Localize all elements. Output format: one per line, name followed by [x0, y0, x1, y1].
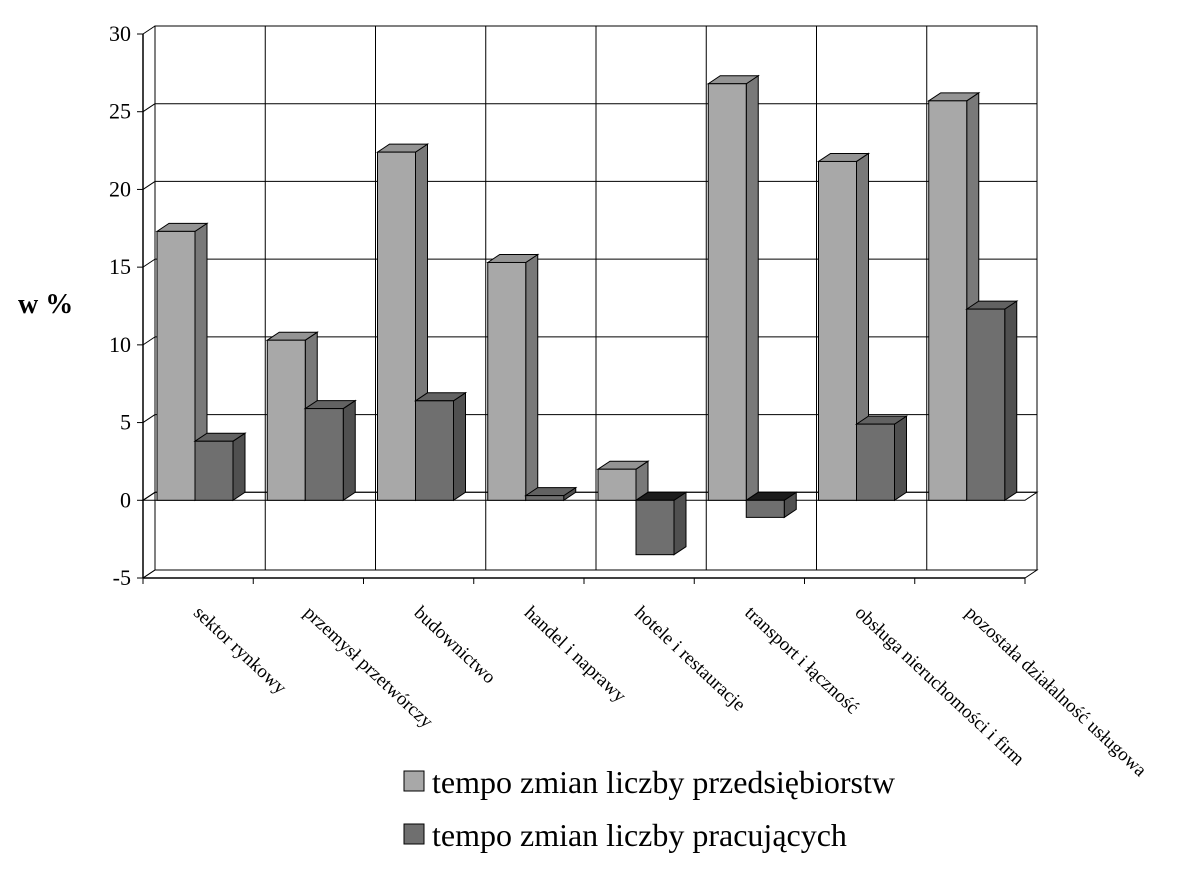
- y-tick-label: 15: [109, 254, 131, 279]
- gridline-depth: [142, 25, 156, 35]
- gridline-depth: [142, 181, 156, 190]
- bar: [266, 339, 306, 501]
- bar: [194, 440, 234, 501]
- bar: [597, 468, 637, 501]
- bar: [487, 261, 527, 501]
- bar-side: [745, 74, 759, 502]
- gridline-depth: [142, 414, 156, 423]
- y-axis: -5 0 5 10 15 20 25 30: [109, 21, 144, 590]
- bar-side: [453, 391, 466, 502]
- bar: [304, 408, 344, 501]
- bar-side: [232, 432, 246, 502]
- x-category-label: budownictwo: [410, 602, 500, 688]
- y-tick-label: 25: [109, 99, 131, 124]
- bar: [818, 160, 857, 501]
- x-category-label: hotele i restauracje: [630, 602, 749, 715]
- bar: [707, 83, 747, 501]
- y-tick-label: 0: [120, 487, 131, 512]
- y-tick-label: 5: [120, 410, 131, 435]
- legend-label: tempo zmian liczby przedsiębiorstw: [432, 764, 895, 800]
- y-axis-label: w %: [18, 289, 73, 320]
- bar: [415, 400, 454, 501]
- bar: [525, 495, 565, 501]
- x-category-label: pozostała działalność usługowa: [961, 602, 1151, 781]
- bar-side: [673, 491, 687, 556]
- legend-swatch: [403, 770, 425, 792]
- y-tick-label: 20: [109, 176, 131, 201]
- gridline-depth: [142, 258, 156, 268]
- bar: [635, 499, 675, 556]
- y-tick-label: -5: [113, 565, 131, 590]
- legend-swatch: [403, 823, 425, 845]
- legend-label: tempo zmian liczby pracujących: [432, 817, 847, 853]
- bar: [377, 151, 416, 501]
- bar-side: [1004, 300, 1018, 502]
- y-tick-label: 10: [109, 332, 131, 357]
- gridline-depth: [142, 336, 156, 346]
- x-category-label: transport i łączność: [740, 602, 862, 718]
- x-category-label: sektor rynkowy: [189, 602, 291, 699]
- x-category-label: handel i naprawy: [520, 602, 630, 707]
- bar: [156, 230, 196, 501]
- bars: [155, 74, 1019, 556]
- gridline-depth: [142, 103, 156, 113]
- bar: [928, 100, 968, 501]
- x-axis: sektor rynkowy przemysł przetwórczybudown…: [142, 577, 1151, 781]
- y-tick-label: 30: [109, 21, 131, 46]
- bottom-plane: [141, 569, 1039, 579]
- bar-side: [525, 253, 539, 502]
- bar: [966, 308, 1006, 501]
- bar: [856, 423, 895, 501]
- bar-side: [342, 399, 356, 502]
- bar: [745, 499, 785, 518]
- legend: tempo zmian liczby przedsiębiorstw tempo …: [403, 764, 895, 853]
- bar-side: [894, 415, 907, 502]
